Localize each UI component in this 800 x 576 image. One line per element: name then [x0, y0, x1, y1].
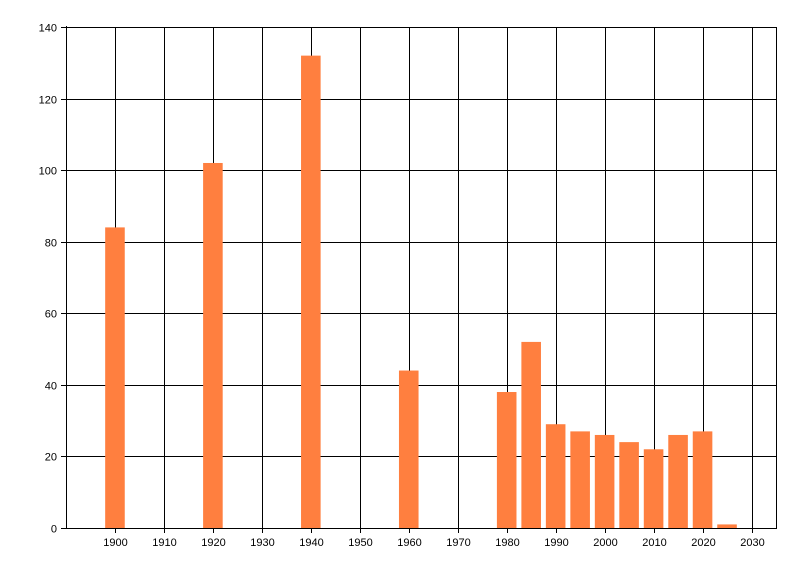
y-tick-label: 60: [45, 309, 57, 321]
x-tick-label: 1960: [397, 537, 421, 549]
bar: [545, 424, 566, 528]
x-tick-label: 2020: [691, 537, 715, 549]
x-tick-label: 1940: [299, 537, 323, 549]
bar: [643, 449, 664, 528]
bar: [594, 434, 615, 528]
bar: [105, 227, 125, 528]
bar: [301, 55, 321, 528]
bar: [570, 431, 590, 528]
x-tick-label: 1990: [544, 537, 568, 549]
y-tick-label: 140: [39, 23, 57, 35]
bars: [105, 55, 737, 528]
bar: [521, 341, 541, 528]
x-tick-label: 1920: [201, 537, 225, 549]
x-tick-label: 1980: [495, 537, 519, 549]
axes: [61, 26, 777, 533]
x-tick-label: 2010: [642, 537, 666, 549]
bar: [398, 370, 419, 528]
x-tick-label: 2000: [593, 537, 617, 549]
bar: [203, 162, 223, 528]
x-tick-label: 1910: [152, 537, 176, 549]
x-tick-label: 1900: [103, 537, 127, 549]
y-tick-label: 120: [39, 95, 57, 107]
bar: [668, 434, 688, 528]
x-tick-label: 1930: [250, 537, 274, 549]
y-tick-label: 100: [39, 166, 57, 178]
tick-labels: 0 20 40 60 80 100 120 140 1900 1910 1920 1930 1940 19…: [39, 23, 765, 550]
y-tick-label: 0: [51, 524, 57, 536]
x-tick-label: 1950: [348, 537, 372, 549]
y-tick-label: 80: [45, 238, 57, 250]
y-tick-label: 40: [45, 381, 57, 393]
x-tick-label: 2030: [740, 537, 764, 549]
y-tick-label: 20: [45, 452, 57, 464]
bar: [717, 524, 737, 528]
bar: [619, 442, 639, 528]
x-tick-label: 1970: [446, 537, 470, 549]
bar: [496, 392, 517, 528]
bar: [692, 431, 713, 528]
